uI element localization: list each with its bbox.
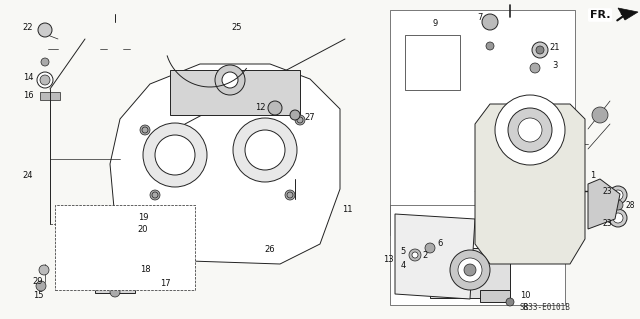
Circle shape (268, 101, 282, 115)
Bar (480, 290, 510, 302)
Bar (75, 225, 130, 263)
Circle shape (609, 209, 627, 227)
Text: 18: 18 (140, 265, 150, 275)
Text: 10: 10 (520, 291, 531, 300)
Text: 13: 13 (383, 256, 394, 264)
Circle shape (508, 108, 552, 152)
Circle shape (290, 110, 300, 120)
Text: 20: 20 (138, 226, 148, 234)
Polygon shape (475, 104, 585, 264)
Text: 5: 5 (401, 248, 406, 256)
Text: 1: 1 (590, 170, 596, 180)
Text: 21: 21 (550, 43, 560, 53)
Circle shape (482, 14, 498, 30)
Circle shape (409, 249, 421, 261)
Bar (405, 35, 460, 90)
Text: 16: 16 (22, 91, 33, 100)
Text: 24: 24 (23, 170, 33, 180)
Text: 17: 17 (160, 278, 170, 287)
Polygon shape (618, 8, 638, 20)
Polygon shape (110, 64, 340, 264)
Circle shape (613, 190, 623, 200)
Text: 22: 22 (23, 24, 33, 33)
Circle shape (613, 213, 623, 223)
Circle shape (285, 190, 295, 200)
Text: 6: 6 (437, 240, 443, 249)
Bar (58, 265, 72, 275)
Bar (170, 70, 300, 115)
Bar (40, 92, 60, 100)
Circle shape (536, 46, 544, 54)
Circle shape (215, 65, 245, 95)
Circle shape (486, 42, 494, 50)
Bar (390, 10, 575, 235)
Circle shape (245, 130, 285, 170)
Circle shape (458, 258, 482, 282)
Circle shape (295, 115, 305, 125)
Bar (430, 248, 510, 298)
Circle shape (450, 250, 490, 290)
Text: 23: 23 (602, 187, 612, 196)
Circle shape (143, 123, 207, 187)
Text: 27: 27 (305, 114, 316, 122)
Circle shape (530, 63, 540, 73)
Text: 3: 3 (552, 61, 557, 70)
Text: 19: 19 (138, 213, 148, 222)
Text: 23: 23 (602, 219, 612, 228)
Circle shape (609, 186, 627, 204)
Circle shape (150, 190, 160, 200)
Polygon shape (395, 214, 475, 299)
Text: 8: 8 (522, 303, 528, 313)
Bar (390, 205, 565, 305)
Text: 26: 26 (265, 246, 275, 255)
Text: SR33-E0101B: SR33-E0101B (520, 303, 570, 313)
Circle shape (592, 107, 608, 123)
Circle shape (94, 236, 110, 252)
Polygon shape (588, 179, 620, 229)
Circle shape (464, 264, 476, 276)
Circle shape (36, 281, 46, 291)
Circle shape (37, 72, 53, 88)
Text: 25: 25 (232, 24, 243, 33)
Circle shape (88, 230, 116, 258)
Bar (55, 205, 195, 290)
Circle shape (110, 287, 120, 297)
Circle shape (425, 243, 435, 253)
Circle shape (39, 265, 49, 275)
Circle shape (412, 252, 418, 258)
Circle shape (41, 58, 49, 66)
Text: 28: 28 (625, 201, 635, 210)
Circle shape (222, 72, 238, 88)
Text: 29: 29 (33, 278, 44, 286)
Circle shape (155, 135, 195, 175)
Text: 15: 15 (33, 292, 44, 300)
Text: 12: 12 (255, 103, 265, 113)
Text: 9: 9 (433, 19, 438, 27)
Text: 7: 7 (477, 13, 483, 23)
Circle shape (506, 298, 514, 306)
Bar (95, 278, 135, 293)
Text: 4: 4 (401, 261, 406, 270)
Bar (406, 257, 424, 267)
Circle shape (518, 118, 542, 142)
Circle shape (38, 23, 52, 37)
Circle shape (132, 224, 144, 236)
Text: 2: 2 (422, 250, 428, 259)
Circle shape (40, 75, 50, 85)
Circle shape (532, 42, 548, 58)
Circle shape (233, 118, 297, 182)
Circle shape (98, 240, 106, 248)
Text: 14: 14 (23, 73, 33, 83)
Circle shape (495, 95, 565, 165)
Text: FR.: FR. (589, 10, 611, 20)
Text: 11: 11 (342, 205, 352, 214)
Circle shape (613, 200, 623, 210)
Circle shape (140, 125, 150, 135)
